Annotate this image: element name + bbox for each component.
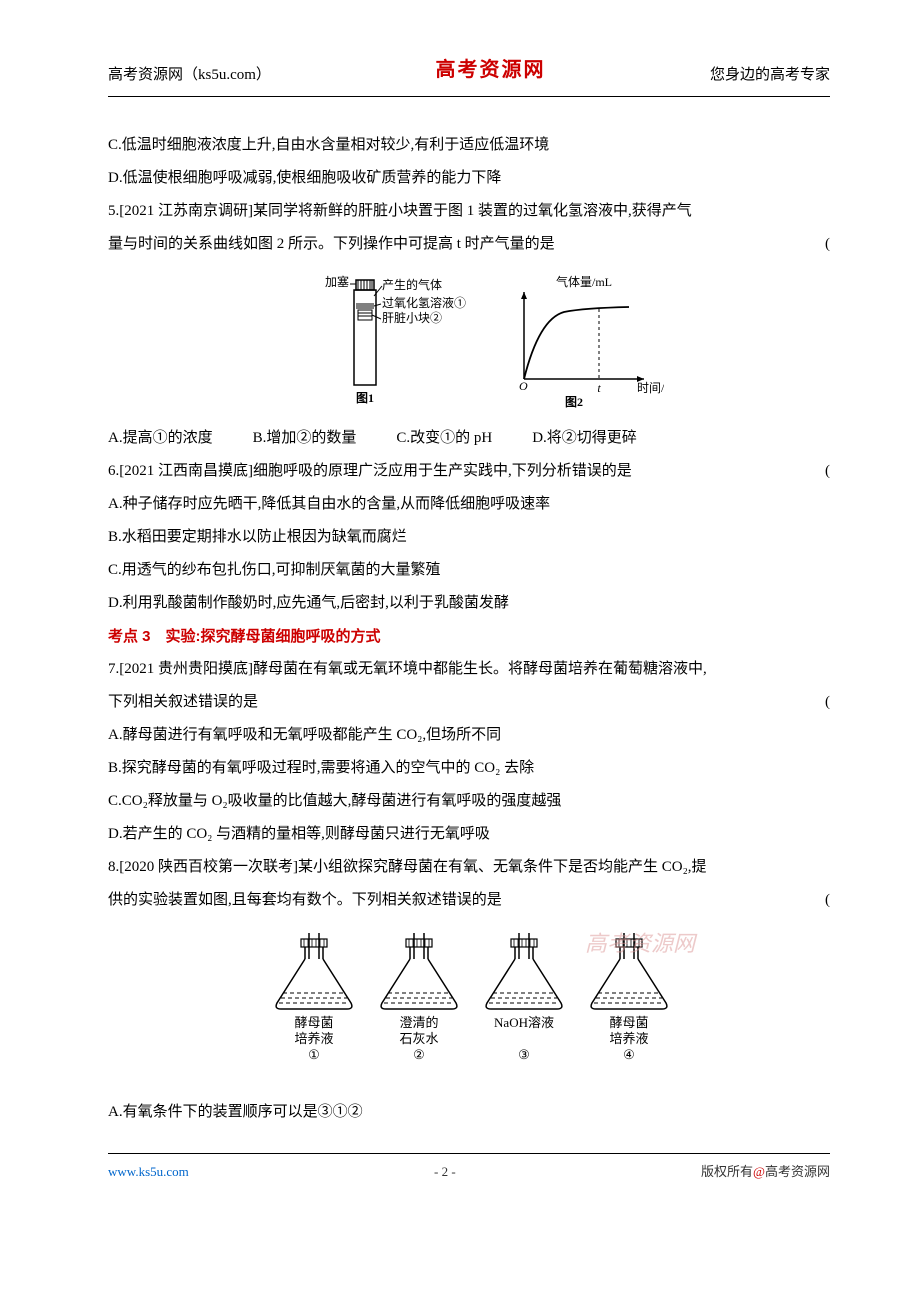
fig2-origin: O	[519, 379, 528, 393]
q6-paren: (	[825, 455, 830, 488]
page-footer: www.ks5u.com - 2 - 版权所有@高考资源网	[108, 1153, 830, 1187]
footer-url: www.ks5u.com	[108, 1158, 189, 1187]
header-left: 高考资源网（ks5u.com）	[108, 59, 271, 92]
flask-label-4-line-2: 培养液	[609, 1031, 648, 1046]
q7-line1: 7.[2021 贵州贵阳摸底]酵母菌在有氧或无氧环境中都能生长。将酵母菌培养在葡…	[108, 653, 830, 686]
q5-figure: 加塞 产生的气体 过氧化氢溶液① 肝脏小块② 图1 气体量/mL	[108, 269, 830, 414]
q6-b: B.水稻田要定期排水以防止根因为缺氧而腐烂	[108, 521, 830, 554]
footer-at-icon: @	[753, 1164, 765, 1179]
q5-optB: B.增加②的数量	[253, 422, 357, 455]
q7-paren: (	[825, 686, 830, 719]
q7-c: C.CO₂释放量与 O₂吸收量的比值越大,酵母菌进行有氧呼吸的强度越强	[108, 785, 830, 818]
flask-label-3-line-1: NaOH溶液	[494, 1015, 554, 1030]
fig2-label-tu2: 图2	[565, 395, 583, 409]
fig2-xlabel: 时间/min	[637, 381, 664, 395]
q5-paren: (	[825, 228, 830, 261]
footer-copyright: 版权所有@高考资源网	[701, 1158, 830, 1187]
q8-line1: 8.[2020 陕西百校第一次联考]某小组欲探究酵母菌在有氧、无氧条件下是否均能…	[108, 851, 830, 884]
flask-label-4-line-3: ④	[623, 1047, 635, 1062]
q5-optA: A.提高①的浓度	[108, 422, 213, 455]
q7-a: A.酵母菌进行有氧呼吸和无氧呼吸都能产生 CO₂,但场所不同	[108, 719, 830, 752]
q8-figure: 酵母菌培养液①澄清的石灰水②NaOH溶液③酵母菌培养液④	[108, 925, 830, 1088]
fig2-t: t	[597, 381, 601, 395]
q7-b: B.探究酵母菌的有氧呼吸过程时,需要将通入的空气中的 CO₂ 去除	[108, 752, 830, 785]
q8-line2: 供的实验装置如图,且每套均有数个。下列相关叙述错误的是	[108, 884, 502, 917]
header-right: 您身边的高考专家	[710, 59, 830, 92]
flask-label-1-line-2: 培养液	[294, 1031, 333, 1046]
q7-d: D.若产生的 CO₂ 与酒精的量相等,则酵母菌只进行无氧呼吸	[108, 818, 830, 851]
q8-a: A.有氧条件下的装置顺序可以是③①②	[108, 1096, 830, 1129]
flask-label-2-line-3: ②	[413, 1047, 425, 1062]
flask-label-1-line-1: 酵母菌	[294, 1015, 333, 1030]
q6-stem: 6.[2021 江西南昌摸底]细胞呼吸的原理广泛应用于生产实践中,下列分析错误的…	[108, 455, 632, 488]
q7-line2: 下列相关叙述错误的是	[108, 686, 258, 719]
q5-line1: 5.[2021 江苏南京调研]某同学将新鲜的肝脏小块置于图 1 装置的过氧化氢溶…	[108, 195, 830, 228]
fig1-label-ganzang: 肝脏小块②	[382, 310, 442, 325]
fig1-label-tu1: 图1	[356, 391, 374, 405]
flask-label-2-line-2: 石灰水	[399, 1031, 438, 1046]
page-header: 高考资源网（ks5u.com） 高考资源网 您身边的高考专家	[108, 48, 830, 97]
document-body: C.低温时细胞液浓度上升,自由水含量相对较少,有利于适应低温环境 D.低温使根细…	[108, 129, 830, 1129]
fig1-label-qiti: 产生的气体	[382, 277, 442, 292]
option-c: C.低温时细胞液浓度上升,自由水含量相对较少,有利于适应低温环境	[108, 129, 830, 162]
option-d: D.低温使根细胞呼吸减弱,使根细胞吸收矿质营养的能力下降	[108, 162, 830, 195]
flask-label-4-line-1: 酵母菌	[609, 1015, 648, 1030]
flask-label-2-line-1: 澄清的	[399, 1015, 438, 1030]
footer-right-suffix: 高考资源网	[765, 1164, 830, 1179]
q5-options: A.提高①的浓度 B.增加②的数量 C.改变①的 pH D.将②切得更碎	[108, 422, 830, 455]
footer-page-number: - 2 -	[189, 1158, 701, 1187]
q6-c: C.用透气的纱布包扎伤口,可抑制厌氧菌的大量繁殖	[108, 554, 830, 587]
q5-optC: C.改变①的 pH	[396, 422, 492, 455]
kaodian-3-heading: 考点 3 实验:探究酵母菌细胞呼吸的方式	[108, 620, 830, 653]
footer-right-prefix: 版权所有	[701, 1164, 753, 1179]
header-center-logo: 高考资源网	[435, 48, 545, 92]
flask-label-3-line-3: ③	[518, 1047, 530, 1062]
fig1-label-jiase: 加塞	[325, 274, 349, 289]
q5-optD: D.将②切得更碎	[532, 422, 637, 455]
flask-label-1-line-3: ①	[308, 1047, 320, 1062]
q5-line2: 量与时间的关系曲线如图 2 所示。下列操作中可提高 t 时产气量的是	[108, 228, 555, 261]
q6-a: A.种子储存时应先晒干,降低其自由水的含量,从而降低细胞呼吸速率	[108, 488, 830, 521]
q6-d: D.利用乳酸菌制作酸奶时,应先通气,后密封,以利于乳酸菌发酵	[108, 587, 830, 620]
fig2-ylabel: 气体量/mL	[556, 274, 612, 289]
q8-paren: (	[825, 884, 830, 917]
fig1-label-h2o2: 过氧化氢溶液①	[382, 295, 466, 310]
